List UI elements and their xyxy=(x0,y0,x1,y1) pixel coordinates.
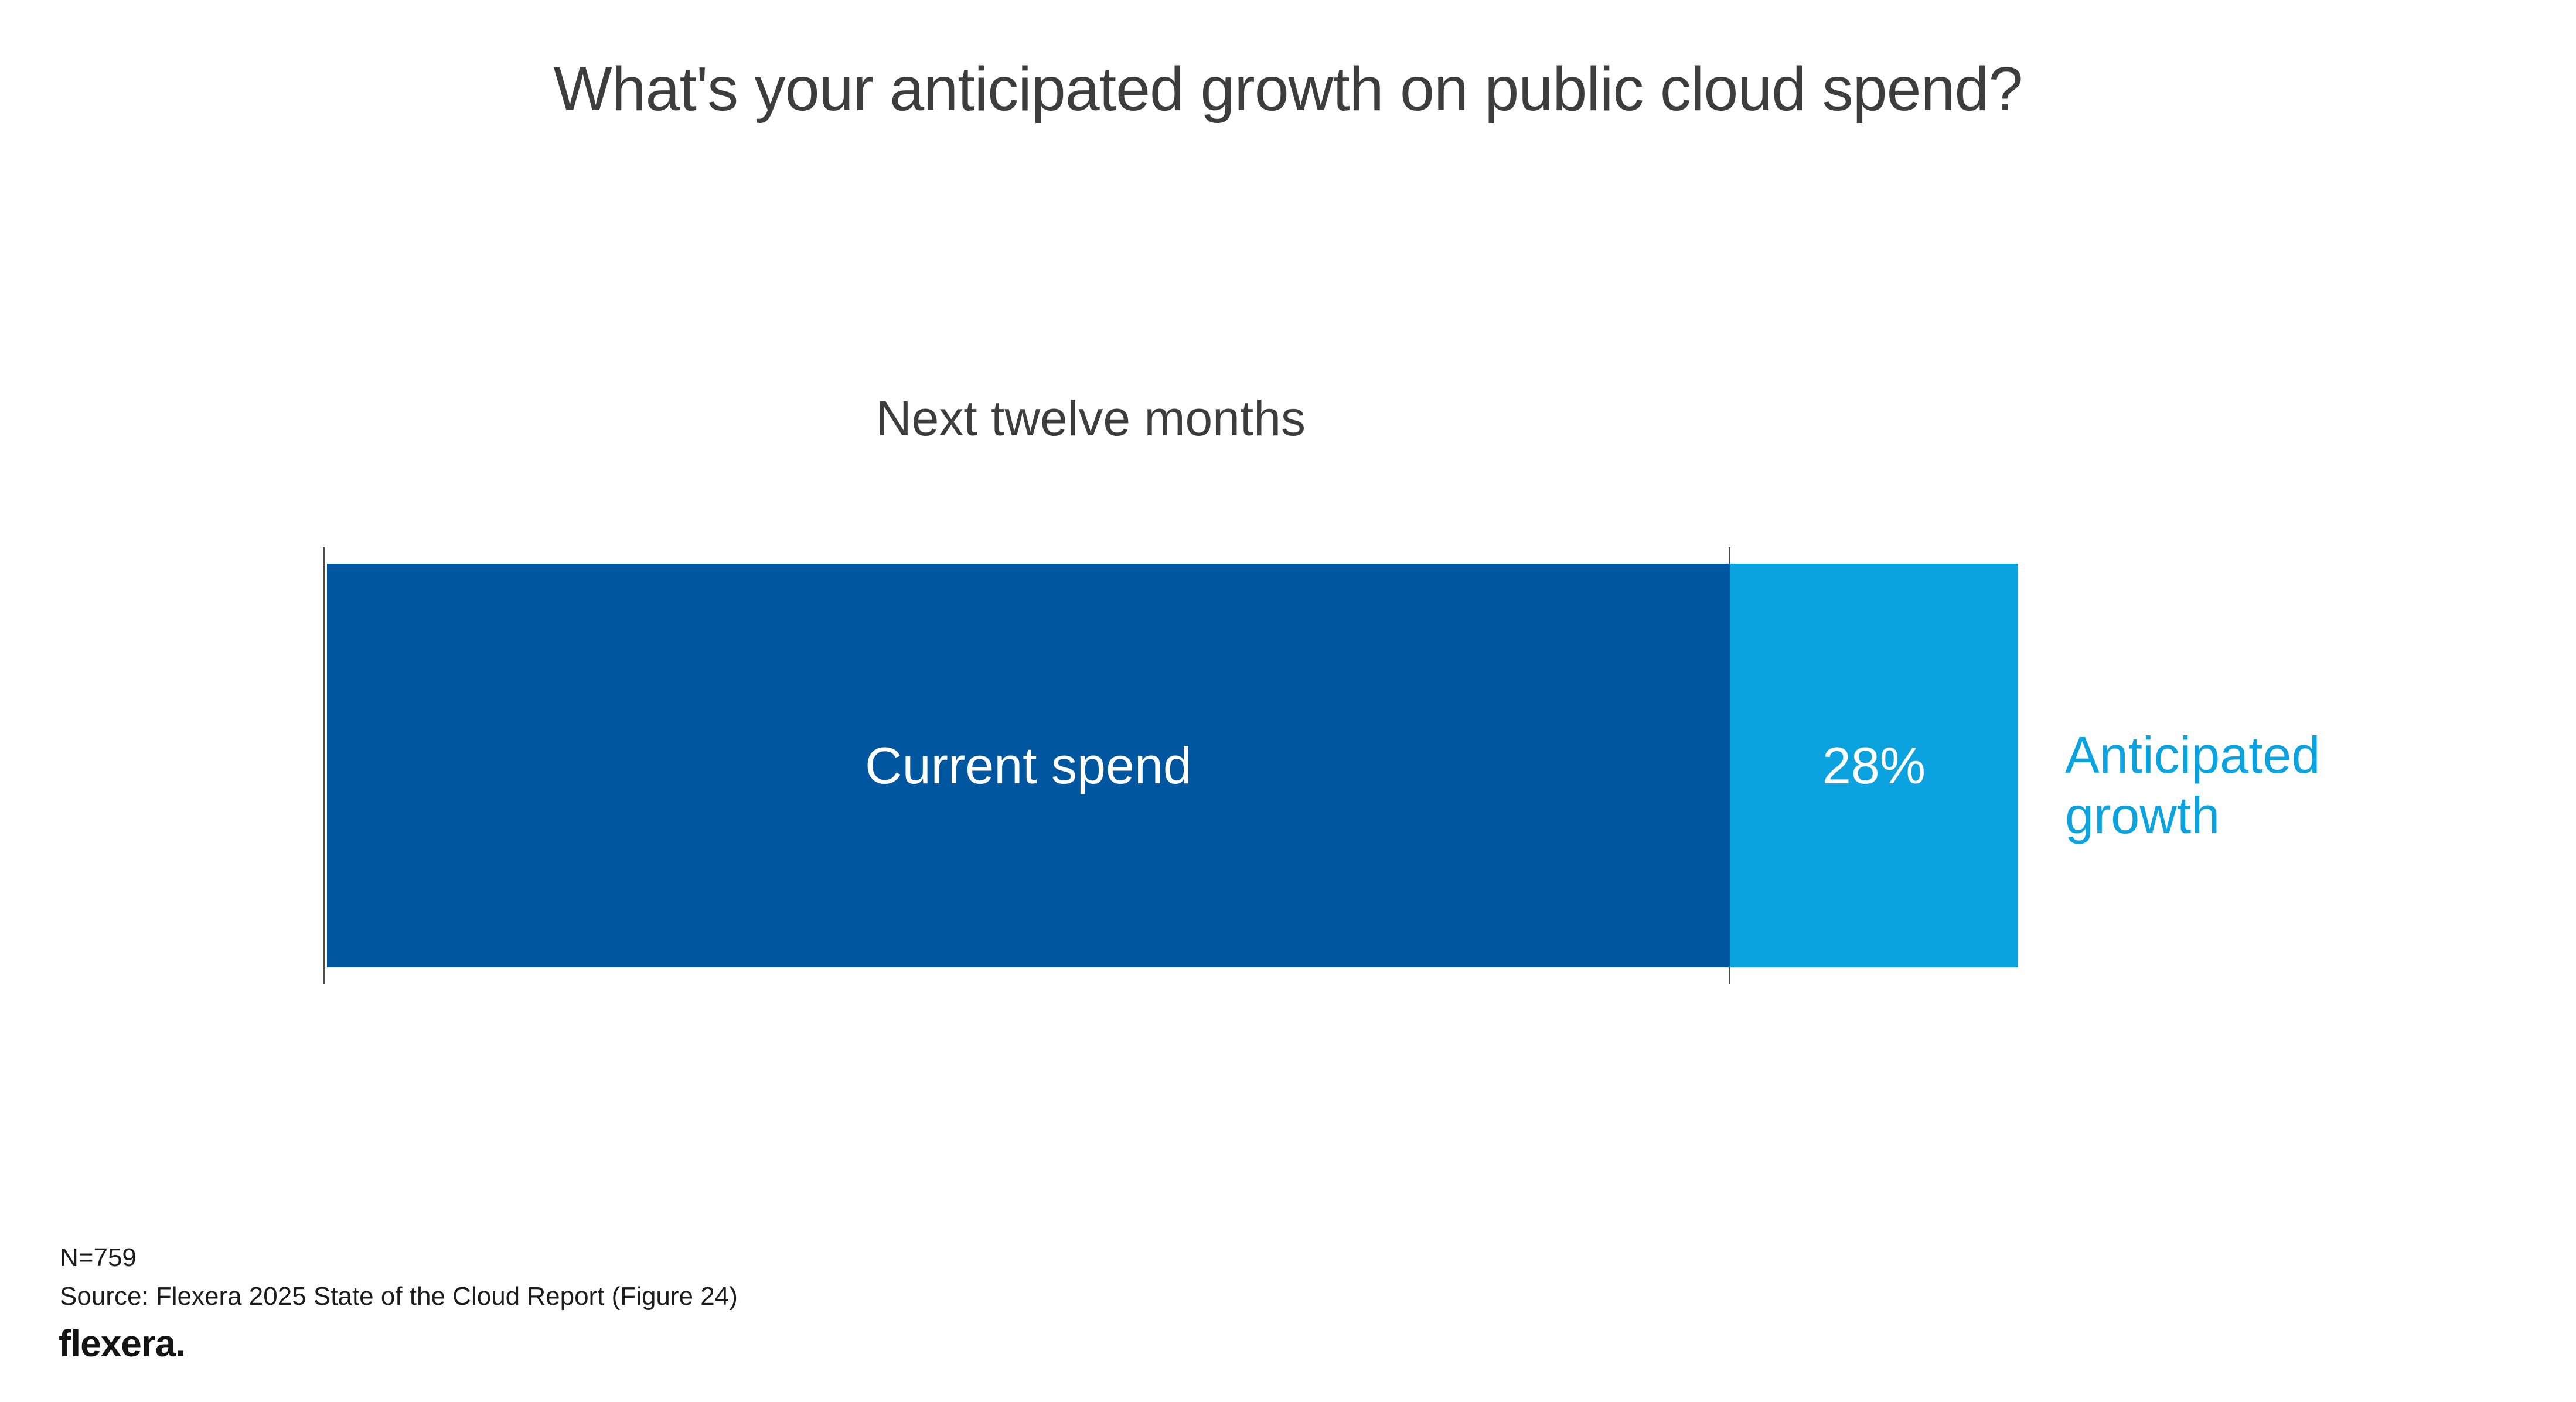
stacked-bar: Current spend 28% xyxy=(327,564,2018,967)
anticipated-growth-annotation: Anticipated growth xyxy=(2065,726,2321,844)
chart-title: What's your anticipated growth on public… xyxy=(553,54,2023,124)
period-label: Next twelve months xyxy=(876,391,1306,446)
sample-size: N=759 xyxy=(60,1243,137,1272)
flexera-logo: flexera. xyxy=(59,1322,186,1365)
growth-value-label: 28% xyxy=(1822,736,1926,794)
current-spend-label: Current spend xyxy=(865,736,1192,794)
anticipated-growth-segment: 28% xyxy=(1730,564,2018,967)
source-note: Source: Flexera 2025 State of the Cloud … xyxy=(60,1282,738,1311)
current-spend-segment: Current spend xyxy=(327,564,1730,967)
axis-tick-left xyxy=(323,547,325,984)
